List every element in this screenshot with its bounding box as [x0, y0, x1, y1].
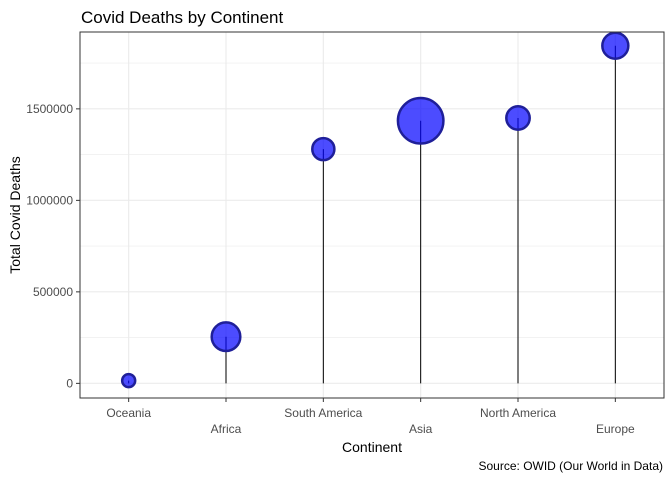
grid-lines — [80, 32, 664, 398]
point-north-america — [505, 105, 531, 131]
x-tick-label: North America — [480, 406, 556, 420]
chart-title: Covid Deaths by Continent — [81, 8, 284, 27]
data-points — [120, 31, 630, 389]
stem-lines — [128, 45, 616, 384]
y-axis-ticks: 0 500000 1000000 1500000 — [26, 102, 80, 390]
y-tick-label: 1500000 — [26, 102, 73, 116]
point-europe — [601, 31, 630, 60]
x-tick-label: Africa — [211, 422, 242, 436]
x-tick-label: South America — [284, 406, 362, 420]
y-axis-title: Total Covid Deaths — [7, 156, 23, 274]
panel-border — [79, 31, 665, 399]
x-tick-label: Oceania — [106, 406, 151, 420]
x-tick-label: Asia — [409, 422, 433, 436]
y-tick-label: 1000000 — [26, 193, 73, 207]
y-tick-label: 500000 — [33, 285, 73, 299]
point-asia — [396, 96, 445, 145]
y-tick-label: 0 — [66, 376, 73, 390]
point-oceania — [120, 372, 137, 389]
point-africa — [210, 321, 242, 353]
x-axis-ticks: Oceania Africa South America Asia North Amer… — [106, 398, 635, 436]
source-caption: Source: OWID (Our World in Data) — [479, 459, 664, 473]
x-tick-label: Europe — [596, 422, 635, 436]
point-south-america — [311, 136, 336, 162]
x-axis-title: Continent — [342, 439, 402, 455]
